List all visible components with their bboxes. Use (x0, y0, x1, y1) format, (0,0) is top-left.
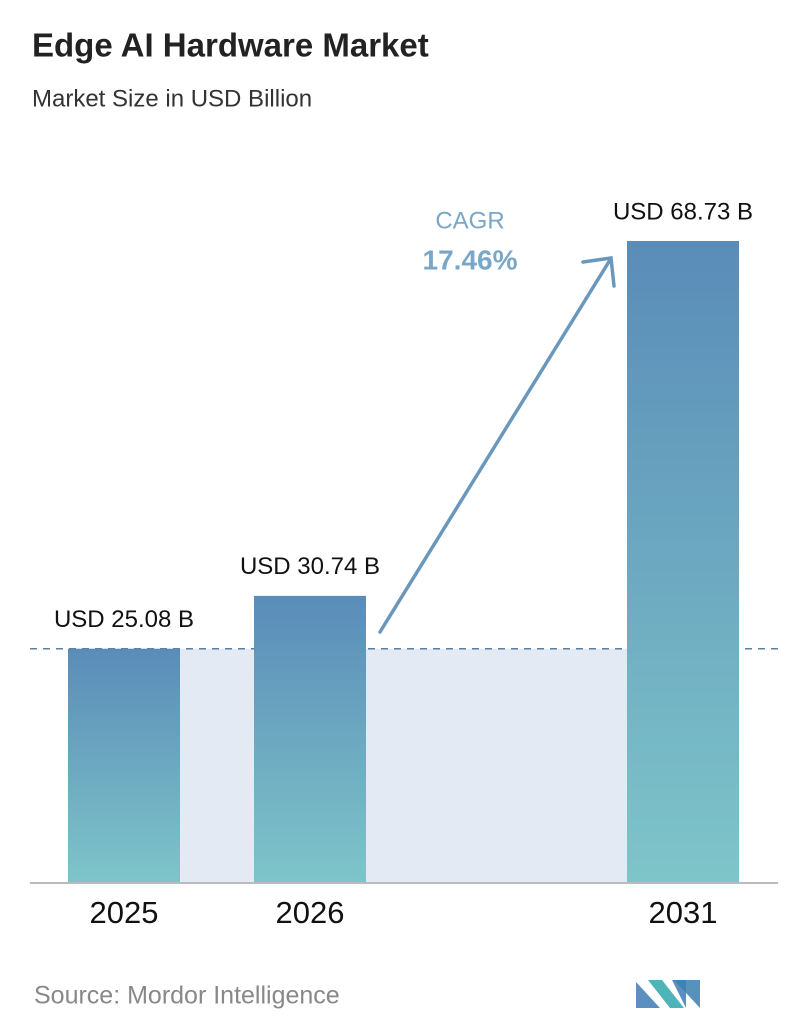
cagr-arrow (378, 256, 616, 634)
source: Source: Mordor Intelligence (34, 982, 340, 1010)
cagr-label: CAGR (435, 207, 504, 234)
x-tick-label: 2026 (276, 895, 345, 930)
chart-subtitle: Market Size in USD Billion (32, 85, 312, 112)
cagr-value: 17.46% (423, 244, 518, 275)
x-tick-label: 2025 (90, 895, 159, 930)
x-tick-label: 2031 (649, 895, 718, 930)
value-label: USD 30.74 B (240, 553, 380, 580)
bar (627, 241, 739, 883)
bar (254, 595, 366, 883)
chart-title: Edge AI Hardware Market (32, 27, 429, 64)
bar (68, 648, 180, 883)
value-label: USD 68.73 B (613, 198, 753, 225)
value-label: USD 25.08 B (54, 606, 194, 633)
plot: USD 25.08 B 2025 USD 30.74 B 2026 USD 68.73 … (30, 198, 780, 930)
logo (636, 980, 700, 1008)
